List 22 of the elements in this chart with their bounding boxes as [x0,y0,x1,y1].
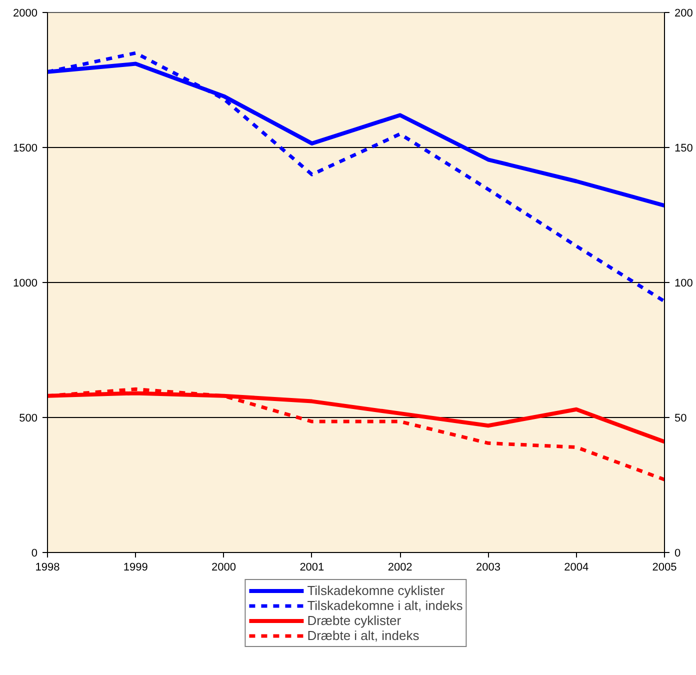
y-tick-label: 500 [19,412,38,424]
x-tick-label: 2003 [476,562,500,574]
y-tick-label: 2000 [13,8,38,20]
y2-tick-label: 150 [674,142,693,154]
x-tick-label: 1999 [123,562,148,574]
legend-label: Tilskadekomne cyklister [307,583,445,598]
y-tick-label: 1000 [13,278,38,290]
legend-label: Dræbte i alt, indeks [307,628,420,643]
legend-label: Dræbte cyklister [307,613,402,628]
y2-tick-label: 200 [674,8,693,20]
y-tick-label: 0 [31,548,38,560]
y2-tick-label: 0 [674,548,681,560]
x-tick-label: 1998 [35,562,60,574]
x-tick-label: 2000 [212,562,236,574]
y2-tick-label: 50 [674,412,687,424]
legend-label: Tilskadekomne i alt, indeks [307,598,463,613]
y2-tick-label: 100 [674,278,693,290]
x-tick-label: 2004 [564,562,589,574]
x-tick-label: 2005 [652,562,677,574]
y-tick-label: 1500 [13,142,38,154]
x-tick-label: 2002 [388,562,412,574]
x-tick-label: 2001 [300,562,324,574]
